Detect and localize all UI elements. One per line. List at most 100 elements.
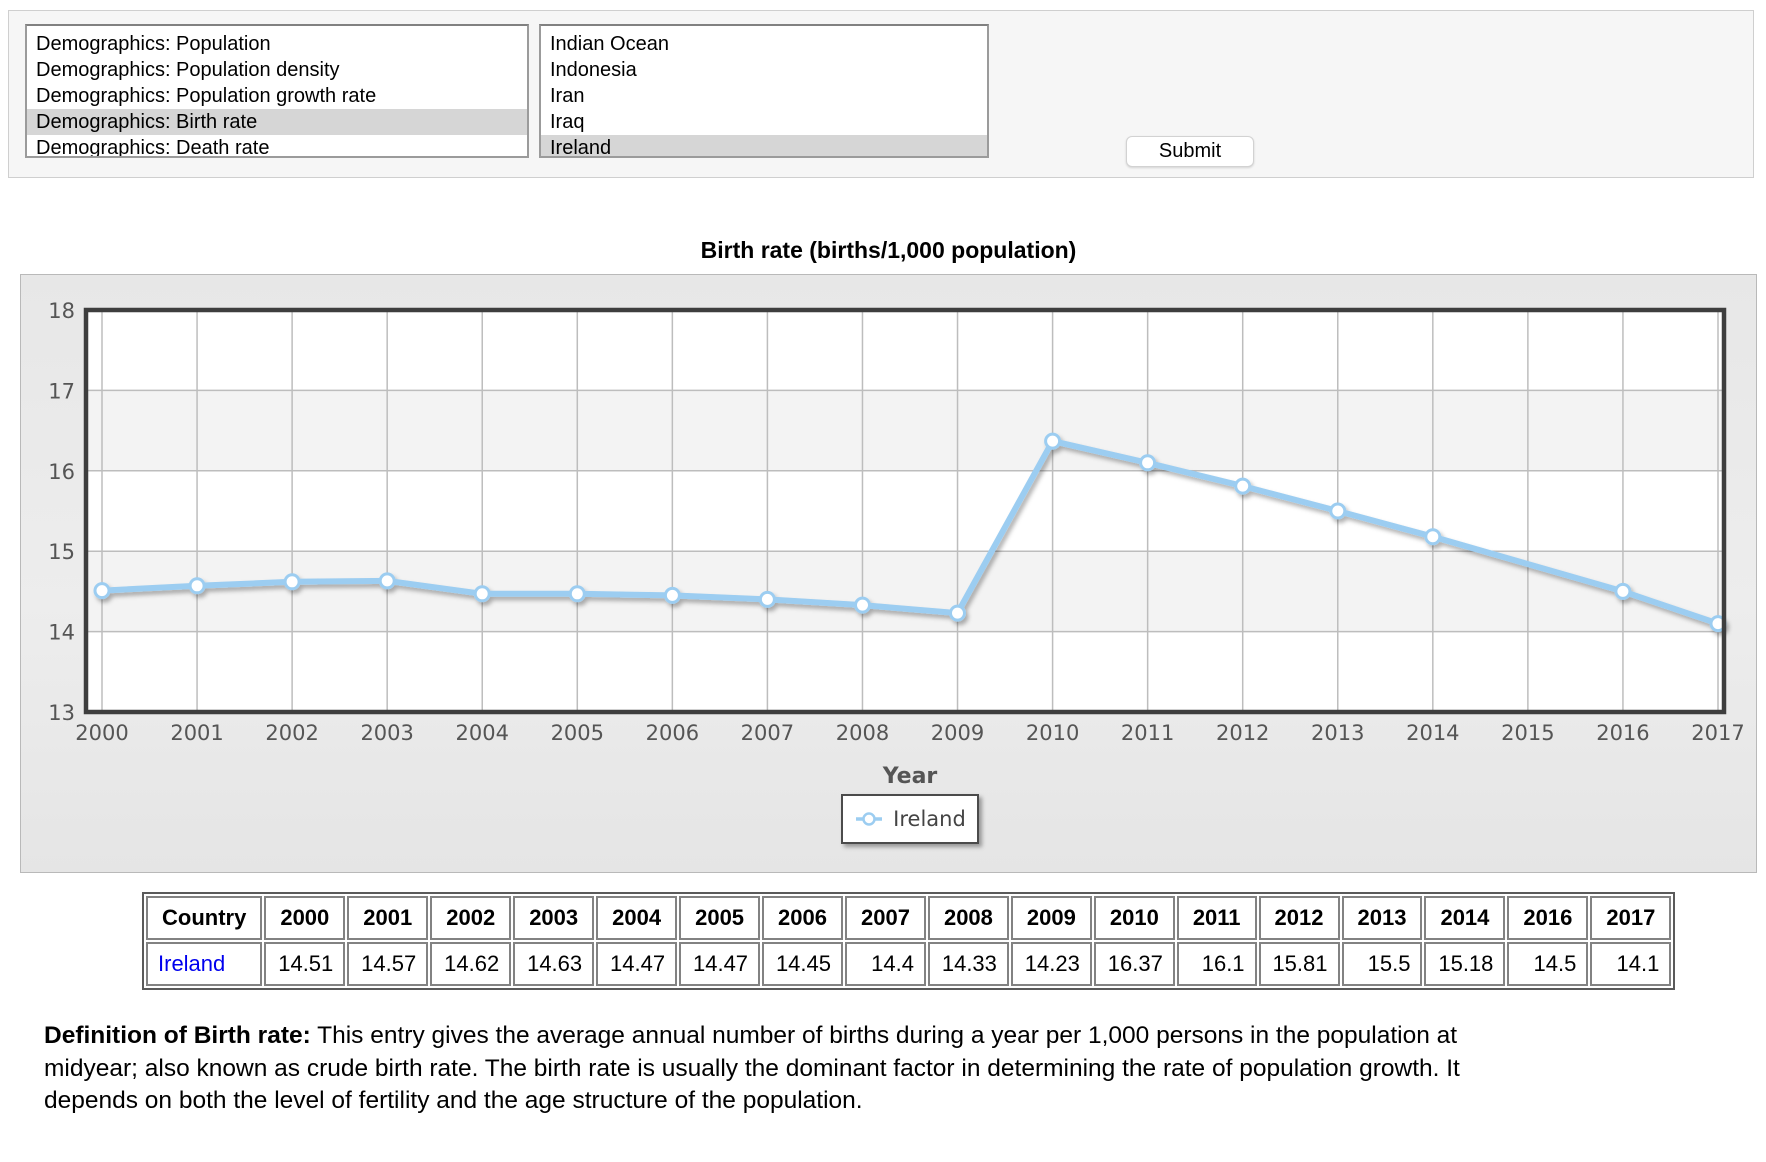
table-header-cell: 2009	[1010, 896, 1092, 940]
plot-border	[83, 307, 1727, 715]
table-header-cell: 2003	[513, 896, 595, 940]
svg-text:2016: 2016	[1596, 721, 1649, 745]
listbox-option[interactable]: Demographics: Population density	[36, 59, 340, 81]
svg-text:2011: 2011	[1121, 721, 1174, 745]
submit-button[interactable]: Submit	[1126, 136, 1254, 167]
country-listbox[interactable]: Indian Ocean Indonesia Iran Iraq Ireland	[539, 24, 989, 158]
table-row: Ireland 14.51 14.57 14.62 14.63 14.47 14.47 14.…	[146, 942, 1672, 986]
svg-text:2003: 2003	[360, 721, 413, 745]
table-header-cell: 2001	[347, 896, 429, 940]
legend-marker-icon	[856, 812, 883, 826]
listbox-option[interactable]: Iran	[550, 85, 585, 107]
table-header-cell: 2000	[264, 896, 346, 940]
listbox-option[interactable]: Demographics: Birth rate	[27, 109, 527, 135]
chart-bands	[86, 310, 1724, 712]
value-cell: 14.47	[596, 942, 678, 986]
svg-text:18: 18	[48, 299, 75, 323]
listbox-option[interactable]: Demographics: Death rate	[36, 137, 270, 158]
svg-text:15: 15	[48, 540, 75, 564]
value-cell: 14.45	[762, 942, 843, 986]
query-form-panel: Demographics: Population Demographics: Po…	[8, 10, 1754, 178]
value-cell: 14.23	[1010, 942, 1092, 986]
value-cell: 16.37	[1093, 942, 1175, 986]
table-header-cell: 2010	[1093, 896, 1175, 940]
chart-point	[1044, 432, 1062, 450]
data-table: Country 2000 2001 2002 2003 2004 2005 2006 2007 2…	[142, 892, 1676, 990]
svg-text:2004: 2004	[456, 721, 509, 745]
chart-point	[663, 586, 681, 604]
x-axis-title: Year	[882, 764, 938, 789]
table-header-cell: 2011	[1176, 896, 1257, 940]
table-header-cell: 2004	[596, 896, 678, 940]
chart-point	[378, 572, 396, 590]
value-cell: 15.81	[1258, 942, 1340, 986]
listbox-option[interactable]: Indian Ocean	[550, 33, 669, 55]
table-header-cell: 2014	[1424, 896, 1506, 940]
svg-text:16: 16	[48, 460, 75, 484]
chart-point	[854, 596, 871, 614]
table-header-cell: 2008	[927, 896, 1009, 940]
listbox-option[interactable]: Ireland	[541, 135, 987, 156]
value-cell: 14.5	[1507, 942, 1589, 986]
table-header-cell: 2013	[1341, 896, 1423, 940]
chart-panel: 13 14 15 16 17 18 2000 2001 2002 2003 2004 2005 2006…	[20, 274, 1757, 873]
definition-label: Definition of Birth rate:	[44, 1022, 311, 1049]
chart-point	[758, 590, 776, 608]
value-cell: 16.1	[1176, 942, 1257, 986]
table-header-row: Country 2000 2001 2002 2003 2004 2005 2006 2007 2…	[146, 896, 1672, 940]
svg-text:2009: 2009	[931, 721, 984, 745]
definition-paragraph: Definition of Birth rate: This entry giv…	[44, 1020, 1524, 1118]
svg-text:2001: 2001	[170, 721, 223, 745]
svg-text:2010: 2010	[1026, 721, 1079, 745]
country-link[interactable]: Ireland	[158, 951, 226, 976]
listbox-option[interactable]: Indonesia	[550, 59, 637, 81]
country-cell: Ireland	[146, 942, 263, 986]
chart-point	[1139, 454, 1157, 472]
table-header-cell: 2017	[1590, 896, 1672, 940]
value-cell: 14.51	[264, 942, 346, 986]
table-header-cell: 2007	[845, 896, 926, 940]
value-cell: 15.5	[1341, 942, 1423, 986]
chart-point	[1424, 528, 1442, 546]
svg-text:13: 13	[48, 701, 75, 725]
svg-text:17: 17	[48, 379, 75, 403]
value-cell: 14.33	[927, 942, 1009, 986]
chart-point	[473, 585, 491, 603]
chart-title: Birth rate (births/1,000 population)	[700, 237, 1077, 263]
listbox-option[interactable]: Iraq	[550, 111, 585, 133]
value-cell: 14.4	[845, 942, 926, 986]
table-header-cell: 2002	[430, 896, 512, 940]
value-cell: 14.62	[430, 942, 512, 986]
listbox-option[interactable]: Demographics: Population	[36, 33, 271, 55]
value-cell: 14.47	[679, 942, 761, 986]
chart-point	[949, 604, 966, 622]
chart-point	[1234, 477, 1252, 495]
metric-listbox[interactable]: Demographics: Population Demographics: Po…	[25, 24, 529, 158]
table-header-cell: 2006	[762, 896, 843, 940]
value-cell: 15.18	[1424, 942, 1506, 986]
legend-label: Ireland	[893, 807, 966, 831]
chart-point	[188, 577, 206, 595]
table-header-cell: Country	[146, 896, 263, 940]
svg-text:2002: 2002	[265, 721, 318, 745]
chart-point	[93, 582, 111, 600]
svg-text:2013: 2013	[1311, 721, 1364, 745]
svg-text:2007: 2007	[741, 721, 794, 745]
value-cell: 14.1	[1590, 942, 1672, 986]
chart-axis-labels: 13 14 15 16 17 18 2000 2001 2002 2003 2004 2005 2006…	[48, 299, 1744, 789]
chart-point	[1329, 502, 1347, 520]
svg-text:2000: 2000	[75, 721, 128, 745]
value-cell: 14.63	[513, 942, 595, 986]
chart-point	[568, 585, 586, 603]
svg-text:2015: 2015	[1501, 721, 1554, 745]
definition-text: This entry gives the average annual numb…	[44, 1022, 1460, 1114]
chart-series-ireland	[93, 432, 1727, 633]
listbox-option[interactable]: Demographics: Population growth rate	[36, 85, 377, 107]
svg-text:2005: 2005	[551, 721, 604, 745]
chart-point	[283, 573, 301, 591]
svg-text:2006: 2006	[646, 721, 699, 745]
svg-text:2008: 2008	[836, 721, 889, 745]
svg-text:2014: 2014	[1406, 721, 1459, 745]
svg-text:2017: 2017	[1691, 721, 1744, 745]
chart-legend: Ireland	[841, 794, 979, 844]
